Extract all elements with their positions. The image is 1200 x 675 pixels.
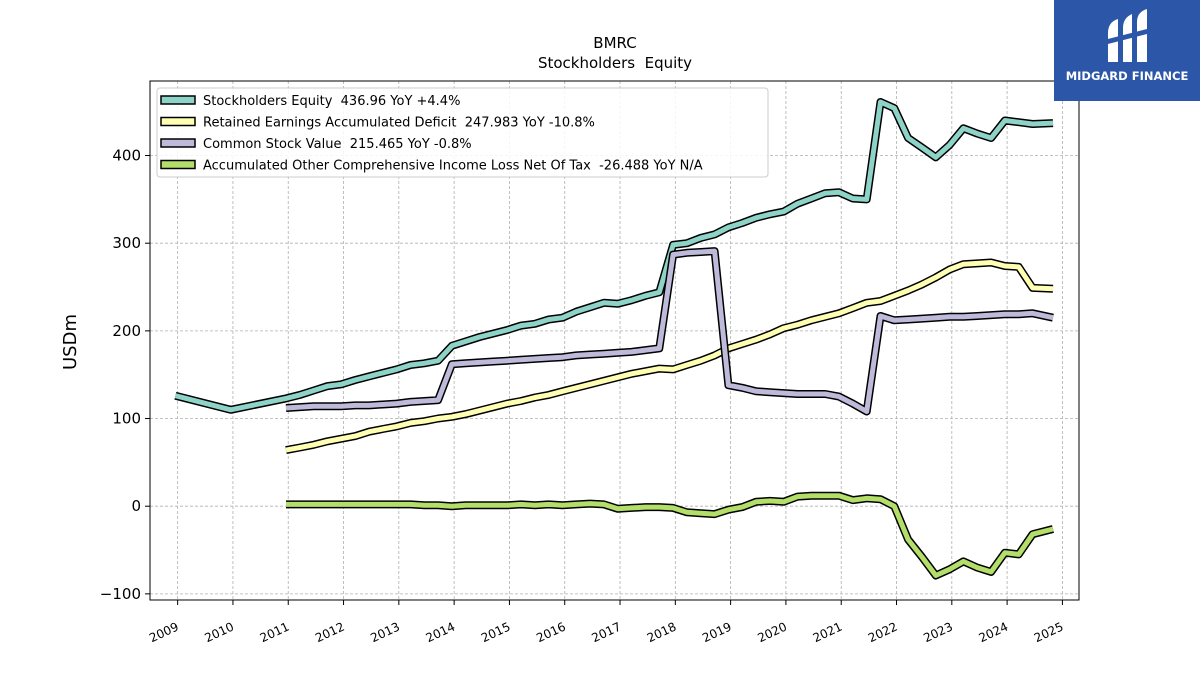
chart-subtitle: Stockholders Equity [538,54,692,72]
x-tick-label: 2020 [755,620,789,646]
legend: Stockholders Equity 436.96 YoY +4.4% Reta… [156,87,769,178]
x-tick-label: 2010 [202,620,236,646]
x-tick-label: 2012 [313,620,347,646]
y-tick-label: 100 [112,410,141,428]
x-tick-label: 2022 [866,620,900,646]
x-tick-label: 2016 [534,620,568,646]
x-tick-label: 2011 [258,620,292,646]
brand-logo: MIDGARD FINANCE [1054,0,1200,101]
y-tick-label: 0 [131,497,141,515]
legend-swatch-2 [160,116,196,127]
legend-label-4: Accumulated Other Comprehensive Income L… [203,159,703,174]
y-tick-label: 200 [112,322,141,340]
y-tick-label: 400 [112,147,141,165]
logo-mark-icon [1104,9,1151,62]
plot-frame [149,80,1080,601]
legend-swatch-1 [160,95,196,105]
y-axis-label: USDm [60,314,81,370]
x-tick-label: 2023 [921,620,955,646]
series-line-4 [286,491,1054,580]
series-lines [174,98,1054,580]
legend-box [156,87,769,178]
axis-ticks: 2009 2010 2011 2012 2013 2014 2015 2016 2017 2018… [100,147,1066,646]
x-tick-label: 2009 [147,620,181,646]
x-tick-label: 2018 [645,620,679,646]
series-line-1 [174,98,1054,414]
legend-swatch-4 [160,159,196,170]
legend-label-1: Stockholders Equity 436.96 YoY +4.4% [203,94,460,109]
x-tick-label: 2015 [479,620,513,646]
y-tick-label: −100 [100,585,141,603]
legend-label-2: Retained Earnings Accumulated Deficit 24… [203,116,595,131]
y-tick-label: 300 [112,234,141,252]
x-tick-label: 2021 [811,620,845,646]
x-tick-label: 2013 [368,620,402,646]
chart-title: BMRC [593,34,636,52]
x-tick-label: 2017 [590,620,624,646]
series-line-2 [285,258,1054,455]
legend-label-3: Common Stock Value 215.465 YoY -0.8% [203,137,472,152]
x-tick-label: 2014 [424,620,458,646]
series-line-3 [285,247,1054,416]
legend-swatch-3 [160,138,196,148]
logo-text: MIDGARD FINANCE [1065,69,1189,83]
x-tick-label: 2025 [1032,620,1066,646]
x-tick-label: 2024 [977,620,1011,646]
x-tick-label: 2019 [700,620,734,646]
